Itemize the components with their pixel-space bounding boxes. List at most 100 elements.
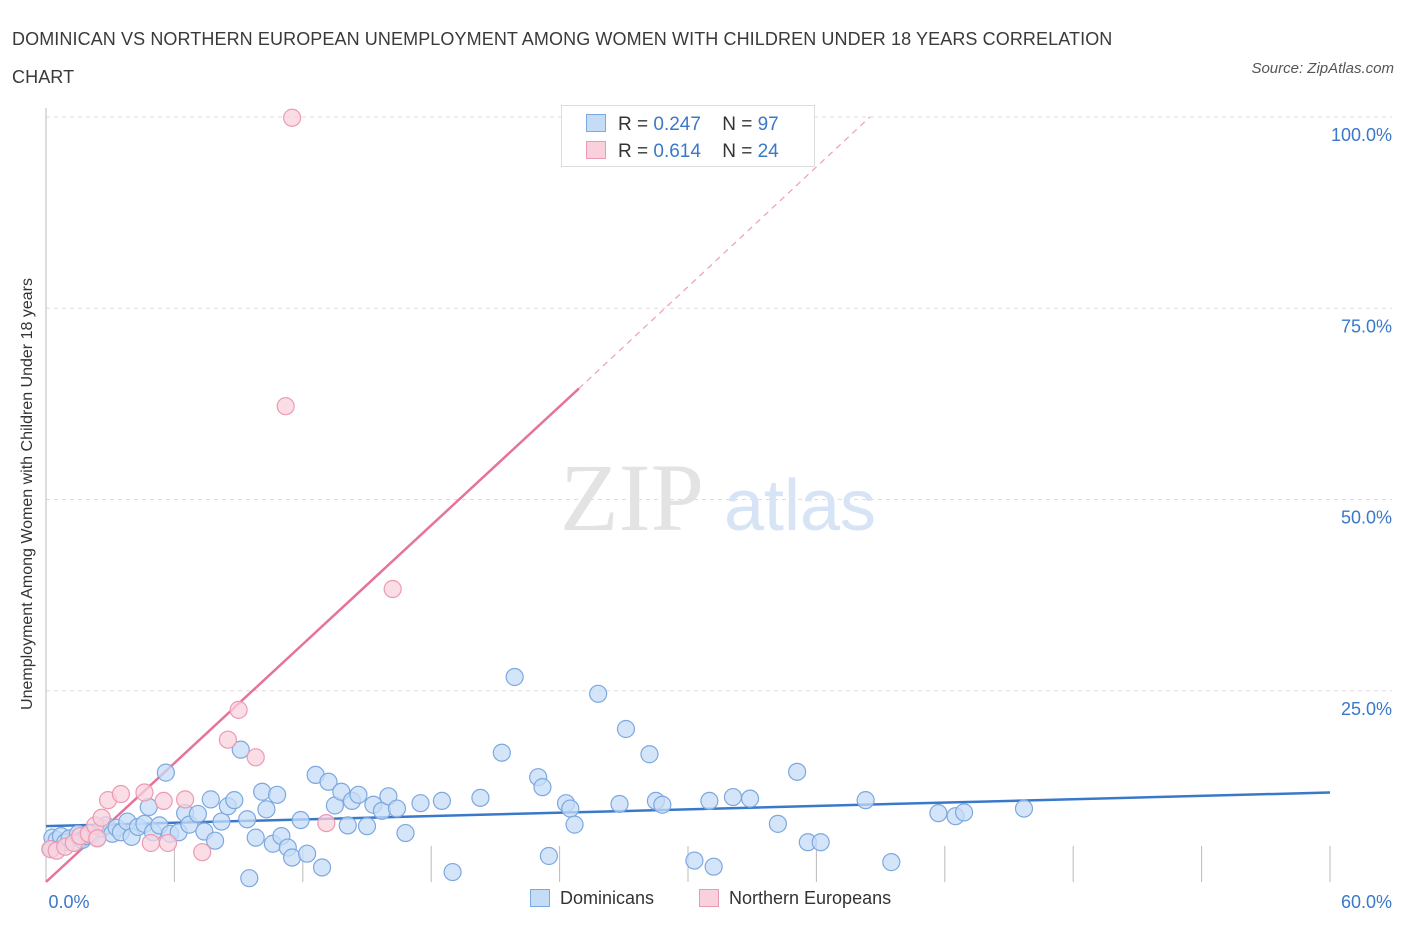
dominican-point <box>700 791 719 811</box>
r-label: R = <box>618 114 649 135</box>
northern-european-point <box>383 579 402 599</box>
dominican-point <box>704 857 723 876</box>
dominican-point <box>811 833 830 852</box>
dominican-point <box>201 790 220 809</box>
dominican-point <box>565 815 584 834</box>
dominican-point <box>492 743 511 762</box>
dominican-point <box>283 848 302 867</box>
dominican-point <box>253 782 272 801</box>
data-points <box>41 108 1034 888</box>
dominican-point <box>740 789 760 808</box>
y-tick-label: 75.0% <box>1341 316 1392 336</box>
northern-european-point <box>317 813 336 833</box>
watermark-zip: ZIP <box>560 444 704 551</box>
n-label: N = <box>722 114 753 135</box>
northern-european-trend-extension <box>578 116 871 390</box>
dominican-point <box>212 812 231 831</box>
tick-labels: 25.0% 50.0% 75.0% 100.0% 0.0% 60.0% <box>48 125 1392 912</box>
watermark-atlas: atlas <box>724 466 876 546</box>
dominican-point <box>856 791 875 810</box>
dominican-point <box>338 816 357 835</box>
dominican-point <box>156 763 175 782</box>
chart-title: DOMINICAN VS NORTHERN EUROPEAN UNEMPLOYM… <box>12 29 1113 87</box>
y-tick-label: 25.0% <box>1341 699 1392 719</box>
dominican-point <box>188 804 208 824</box>
northern-european-point <box>218 730 237 749</box>
dominican-point <box>257 800 276 819</box>
legend-row-northern-europeans: R = 0.614 N = 24 <box>586 141 779 165</box>
r-value: 0.247 <box>653 114 701 135</box>
legend-row-dominicans: R = 0.247 N = 97 <box>586 114 779 138</box>
trend-lines <box>45 116 1331 883</box>
dominican-point <box>954 803 974 822</box>
dominican-point <box>297 844 317 863</box>
n-value: 24 <box>757 141 779 162</box>
dominican-point <box>443 862 462 882</box>
dominican-point <box>610 794 629 814</box>
dominican-point <box>929 804 948 823</box>
dominican-point <box>640 745 659 764</box>
r-value: 0.614 <box>653 141 701 162</box>
r-label: R = <box>618 141 649 162</box>
x-tick-label: 0.0% <box>48 892 89 912</box>
northern-european-point <box>276 397 295 416</box>
axes <box>45 108 1331 882</box>
dominican-point <box>246 828 265 847</box>
dominican-point <box>387 799 407 818</box>
legend-swatch-blue <box>530 889 550 907</box>
dominican-point <box>238 810 257 829</box>
legend-swatch-blue <box>586 114 606 132</box>
dominican-point <box>589 684 608 703</box>
dominican-point <box>357 817 377 836</box>
northern-european-point <box>154 791 173 811</box>
dominican-point <box>319 772 338 791</box>
dominican-point <box>268 785 287 804</box>
dominican-point <box>411 794 430 813</box>
northern-european-point <box>158 833 178 853</box>
dominican-point <box>432 791 451 811</box>
dominican-point <box>882 853 901 872</box>
legend-swatch-pink <box>586 141 606 159</box>
legend-item-northern-europeans[interactable]: Northern Europeans <box>699 888 891 909</box>
dominican-point <box>768 814 787 833</box>
legend-item-dominicans[interactable]: Dominicans <box>530 888 654 909</box>
dominican-point <box>505 667 524 687</box>
legend-swatch-pink <box>699 889 719 907</box>
northern-european-trend-line <box>45 387 580 883</box>
legend-label: Dominicans <box>560 888 655 908</box>
dominican-point <box>653 795 672 814</box>
dominican-point <box>225 791 244 810</box>
dominican-point <box>561 799 580 818</box>
grid-lines <box>46 116 1392 692</box>
northern-european-point <box>193 843 212 862</box>
northern-european-point <box>92 808 111 827</box>
northern-european-point <box>135 783 154 802</box>
dominican-point <box>205 831 225 850</box>
dominican-point <box>788 762 807 781</box>
x-tick-label: 60.0% <box>1341 892 1392 912</box>
dominican-point <box>723 787 743 807</box>
y-tick-label: 50.0% <box>1341 508 1392 528</box>
northern-european-point <box>229 700 248 719</box>
northern-european-point <box>283 108 302 127</box>
y-tick-label: 100.0% <box>1331 125 1392 145</box>
dominican-point <box>349 785 368 804</box>
dominican-point <box>312 858 332 877</box>
dominican-point <box>539 846 559 866</box>
dominican-point <box>616 719 636 739</box>
dominican-point <box>396 823 415 843</box>
northern-european-point <box>141 833 160 853</box>
correlation-legend: R = 0.247 N = 97 R = 0.614 N = 24 <box>561 105 815 167</box>
dominican-point <box>533 778 552 797</box>
dominican-point <box>1014 799 1034 818</box>
legend-label: Northern Europeans <box>729 888 892 908</box>
northern-european-point <box>176 790 195 809</box>
northern-european-point <box>111 784 131 804</box>
dominican-point <box>685 851 704 870</box>
northern-european-point <box>88 829 107 848</box>
dominican-point <box>471 788 490 807</box>
dominican-point <box>240 869 259 888</box>
dominican-trend-line <box>45 791 1331 828</box>
source-label: Source: ZipAtlas.com <box>1251 60 1394 77</box>
